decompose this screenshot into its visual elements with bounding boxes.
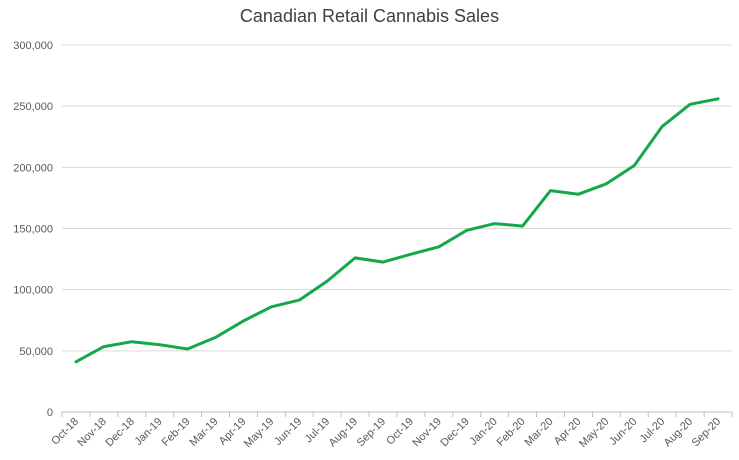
data-point (436, 244, 441, 249)
data-point (129, 339, 134, 344)
y-tick-label: 250,000 (13, 101, 53, 113)
x-tick-label: Jun-19 (272, 416, 304, 448)
data-point (157, 342, 162, 347)
data-point (101, 344, 106, 349)
x-tick-label: Jan-20 (468, 416, 500, 448)
data-point (409, 252, 414, 257)
y-tick-label: 300,000 (13, 40, 53, 52)
data-point (381, 260, 386, 265)
x-tick-label: Dec-18 (103, 416, 137, 450)
data-point (716, 96, 721, 101)
data-point (353, 255, 358, 260)
y-tick-label: 100,000 (13, 285, 53, 297)
x-tick-label: Nov-18 (75, 416, 109, 450)
x-tick-label: Nov-19 (410, 416, 444, 450)
y-tick-label: 0 (47, 407, 53, 419)
data-point (297, 298, 302, 303)
data-point (241, 318, 246, 323)
x-axis: Oct-18Nov-18Dec-18Jan-19Feb-19Mar-19Apr-… (49, 411, 733, 450)
data-point (660, 124, 665, 129)
data-point (213, 335, 218, 340)
x-tick-label: Aug-19 (327, 416, 361, 450)
x-tick-label: Mar-19 (188, 416, 221, 449)
series-group (74, 96, 721, 364)
data-point (604, 181, 609, 186)
x-tick-label: May-20 (577, 416, 611, 450)
y-axis: 0 50,000 100,000 150,000 200,000 250,000 300,0… (13, 40, 53, 419)
x-tick-label: Sep-20 (690, 416, 724, 450)
data-point (185, 347, 190, 352)
data-point (520, 224, 525, 229)
data-point (632, 163, 637, 168)
data-point (74, 359, 79, 364)
y-tick-label: 150,000 (13, 224, 53, 236)
y-tick-label: 50,000 (19, 346, 53, 358)
y-tick-label: 200,000 (13, 162, 53, 174)
x-tick-label: Feb-20 (495, 416, 528, 449)
data-point (325, 279, 330, 284)
chart-title: Canadian Retail Cannabis Sales (239, 6, 500, 26)
x-tick-label: Jan-19 (133, 416, 165, 448)
x-tick-label: Dec-19 (438, 416, 472, 450)
data-point (269, 304, 274, 309)
data-point (688, 102, 693, 107)
gridlines (62, 44, 732, 352)
series-line (74, 97, 720, 364)
data-point (464, 228, 469, 233)
x-tick-label: Feb-19 (160, 416, 193, 449)
x-tick-label: Jun-20 (607, 416, 639, 448)
data-point (492, 221, 497, 226)
data-point (548, 188, 553, 193)
x-tick-label: Aug-20 (662, 416, 696, 450)
x-tick-label: Sep-19 (355, 416, 389, 450)
x-tick-label: May-19 (242, 416, 276, 450)
x-tick-label: Mar-20 (523, 416, 556, 449)
data-point (576, 192, 581, 197)
